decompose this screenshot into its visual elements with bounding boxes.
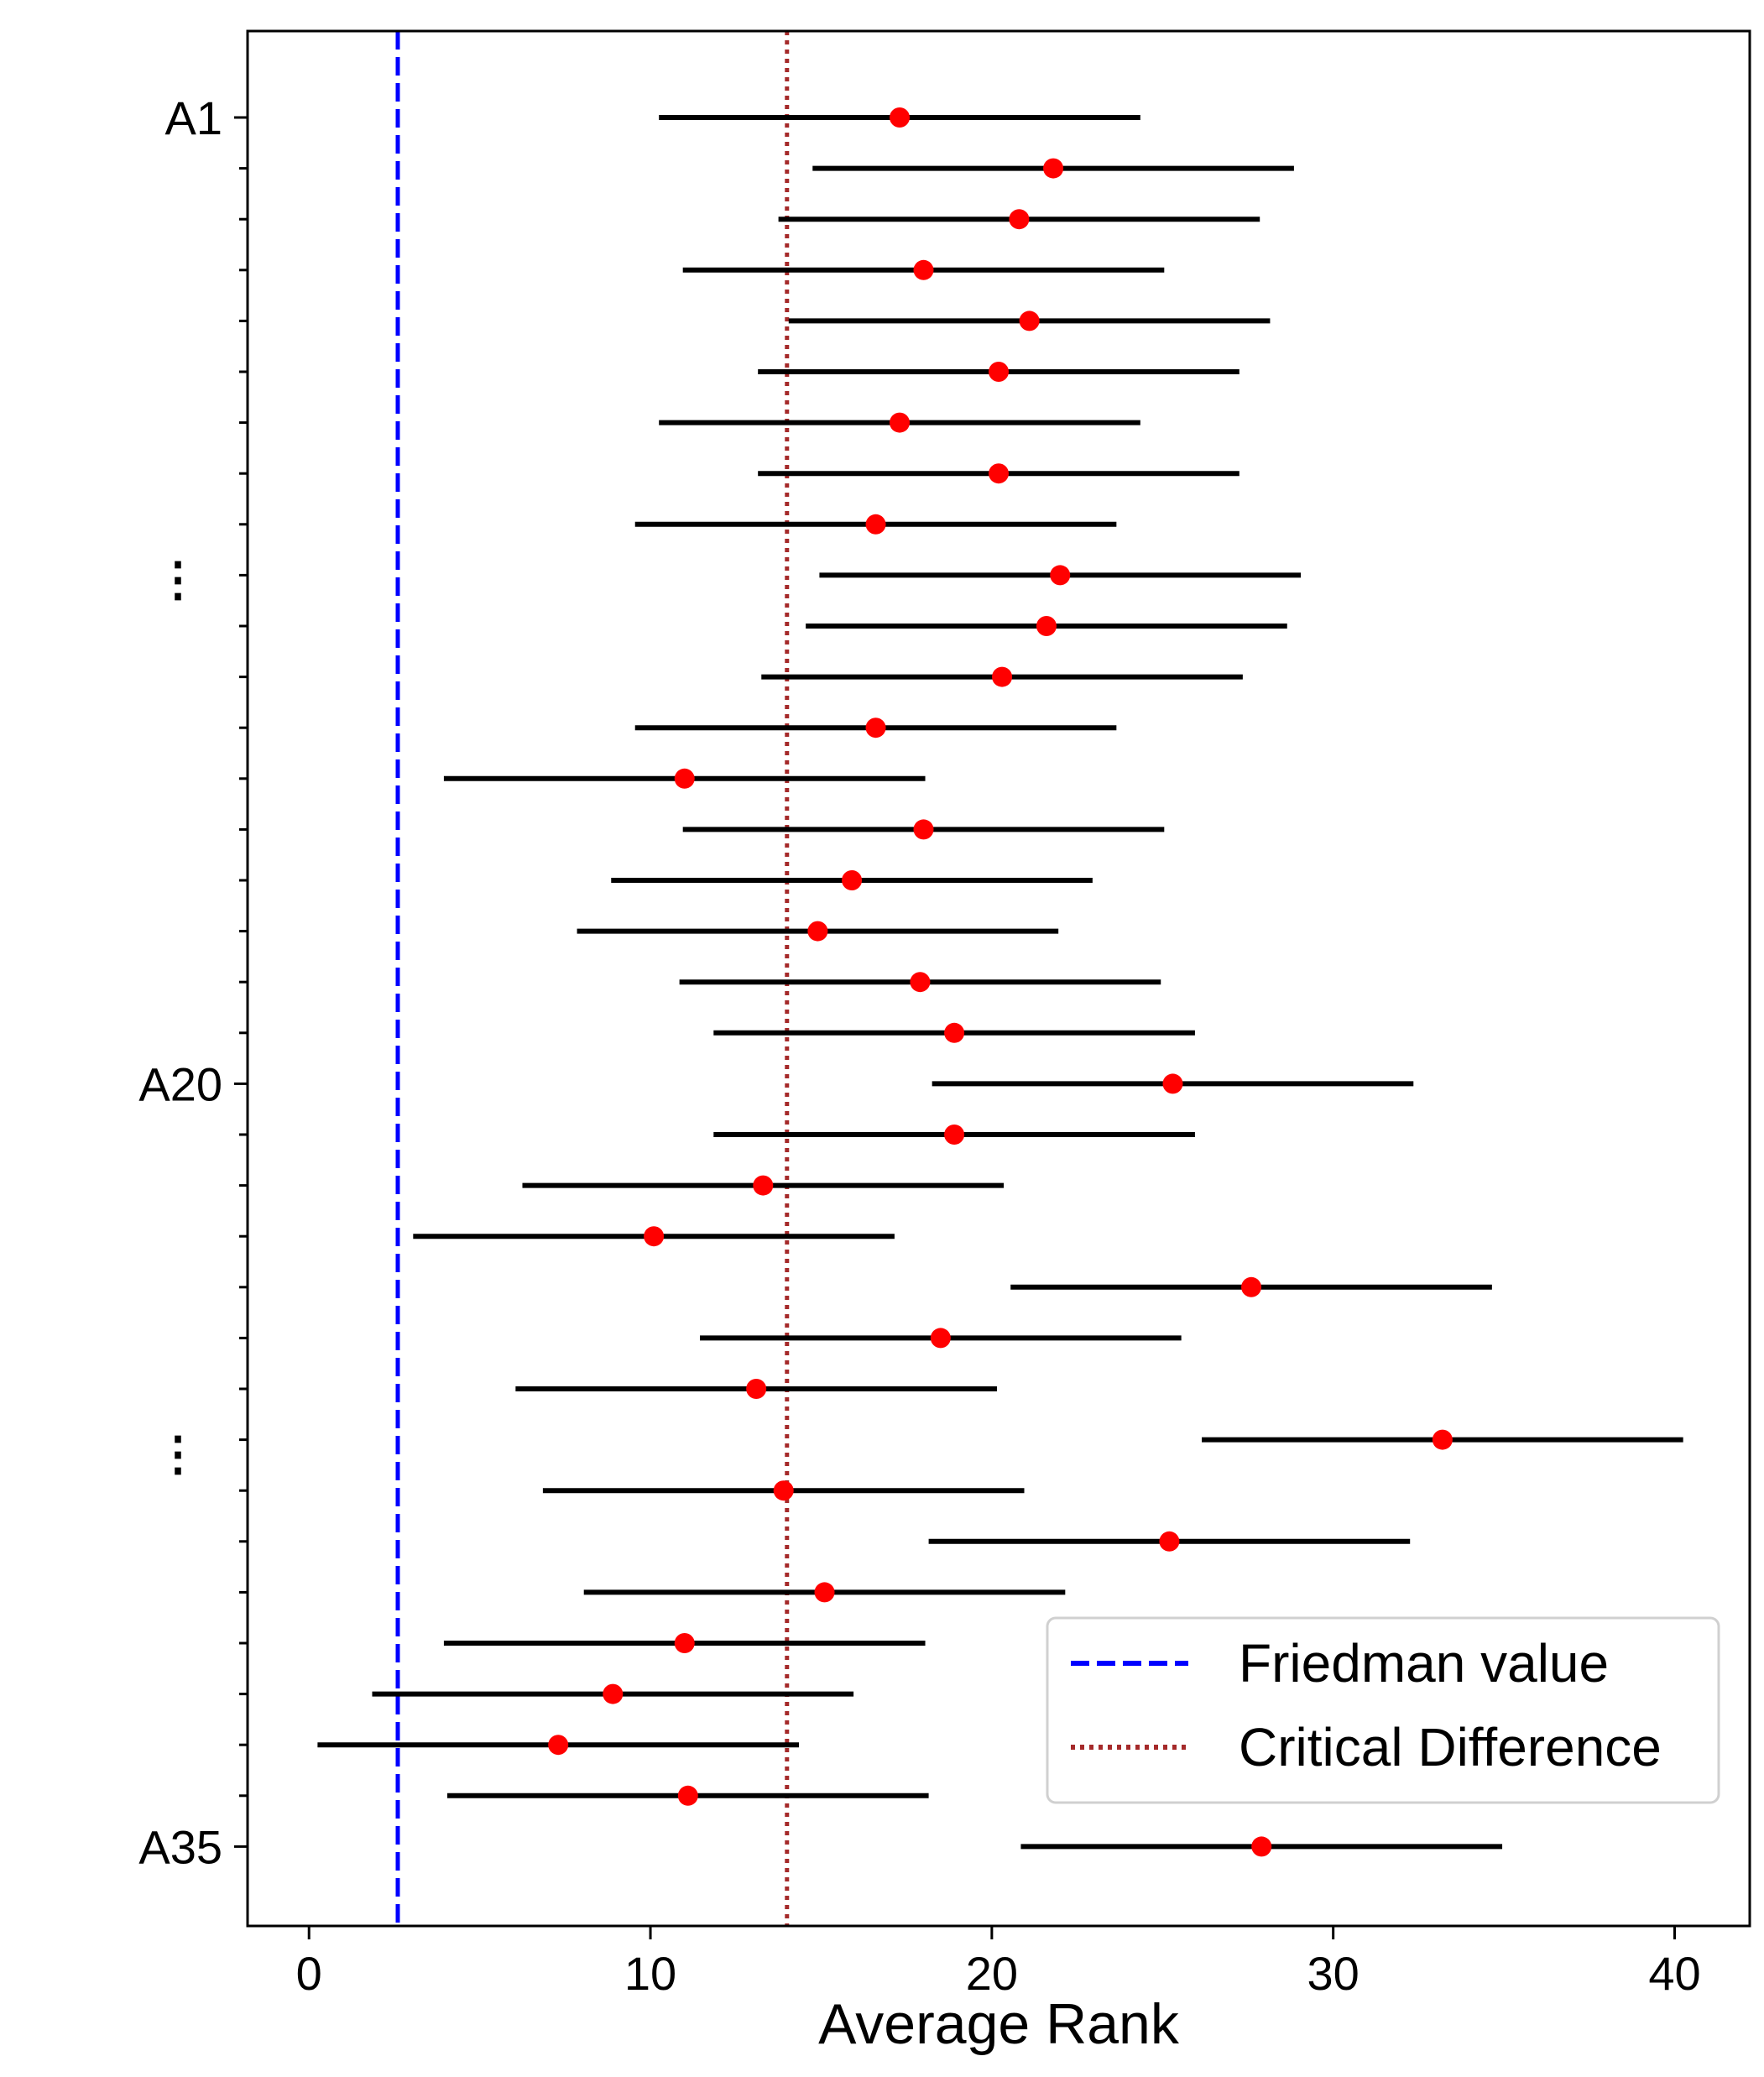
legend-label: Friedman value xyxy=(1239,1633,1609,1693)
rank-point xyxy=(842,870,863,890)
rank-points xyxy=(548,107,1453,1857)
x-tick-label: 30 xyxy=(1307,1947,1360,2000)
rank-point xyxy=(674,1633,695,1653)
rank-point xyxy=(1432,1429,1453,1450)
rank-point xyxy=(944,1125,965,1145)
rank-point xyxy=(644,1226,665,1247)
y-ellipsis: ⋮ xyxy=(154,552,201,605)
rank-point xyxy=(989,463,1009,484)
rank-point xyxy=(890,107,911,128)
x-tick-label: 0 xyxy=(296,1947,322,2000)
rank-point xyxy=(807,921,828,942)
rank-point xyxy=(1241,1276,1262,1297)
rank-point xyxy=(989,362,1009,382)
rank-point xyxy=(1050,565,1071,586)
rank-point xyxy=(865,514,886,535)
rank-point xyxy=(913,259,934,280)
rank-point xyxy=(1162,1073,1183,1094)
rank-point xyxy=(1019,311,1040,331)
rank-point xyxy=(1043,158,1064,179)
rank-point xyxy=(930,1328,951,1349)
x-tick-label: 20 xyxy=(966,1947,1018,2000)
rank-point xyxy=(913,819,934,840)
rank-point xyxy=(890,412,911,433)
x-axis-label: Average Rank xyxy=(818,1992,1180,2056)
rank-point xyxy=(773,1480,794,1501)
rank-point xyxy=(865,718,886,738)
rank-point xyxy=(944,1022,965,1043)
rank-point xyxy=(677,1785,698,1806)
rank-point xyxy=(548,1735,569,1756)
y-tick-label: A20 xyxy=(138,1057,222,1110)
rank-point xyxy=(753,1175,774,1196)
rank-point xyxy=(1009,209,1030,230)
y-ellipsis: ⋮ xyxy=(154,1427,201,1480)
y-tick-label: A35 xyxy=(138,1820,222,1873)
x-tick-label: 40 xyxy=(1648,1947,1700,2000)
plot-frame xyxy=(246,29,1751,1928)
rank-point xyxy=(814,1582,835,1603)
y-tick-label: A1 xyxy=(165,91,223,144)
rank-point xyxy=(674,768,695,789)
x-tick-label: 10 xyxy=(624,1947,676,2000)
rank-point xyxy=(910,972,931,993)
axes: 0 10 20 30 40 A1 A20 A35 ⋮ ⋮ xyxy=(138,91,1700,2000)
rank-point xyxy=(1251,1836,1272,1857)
reference-lines xyxy=(395,31,790,1926)
rank-point xyxy=(1036,616,1057,636)
legend: Friedman value Critical Difference xyxy=(1046,1616,1720,1804)
legend-box xyxy=(1046,1616,1720,1804)
rank-point xyxy=(603,1683,624,1704)
rank-point xyxy=(746,1379,767,1399)
rank-point xyxy=(992,666,1013,687)
legend-label: Critical Difference xyxy=(1239,1717,1662,1777)
rank-point xyxy=(1159,1531,1180,1552)
